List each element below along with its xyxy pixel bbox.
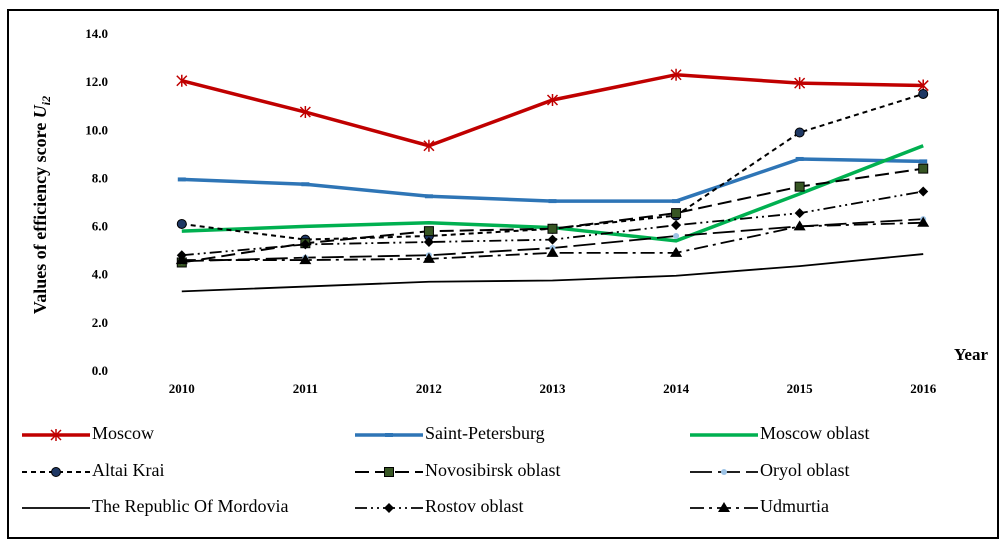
data-point: [794, 127, 805, 138]
data-point: [423, 237, 434, 248]
data-point: [548, 199, 557, 204]
legend-label: Saint-Petersburg: [425, 423, 545, 443]
data-point: [547, 234, 558, 245]
data-point: [299, 106, 311, 119]
data-point: [918, 163, 929, 174]
data-point: [547, 223, 558, 234]
data-point: [177, 177, 186, 182]
data-point: [671, 208, 682, 219]
legend-label: The Republic Of Mordovia: [92, 496, 288, 516]
legend-label: Oryol oblast: [760, 460, 850, 480]
data-point: [176, 218, 187, 229]
data-point: [546, 246, 559, 257]
legend-marker: [718, 502, 730, 512]
legend-label: Udmurtia: [760, 496, 829, 516]
data-point: [670, 246, 683, 257]
y-label-symbol: U: [30, 104, 50, 118]
data-point: [176, 74, 188, 87]
x-tick-label: 2016: [910, 381, 937, 396]
data-point: [672, 199, 681, 204]
y-label-subscript: i2: [39, 96, 53, 105]
legend-label: Novosibirsk oblast: [425, 460, 561, 480]
x-tick-label: 2013: [540, 381, 567, 396]
data-point: [794, 181, 805, 192]
data-point: [422, 252, 435, 263]
y-tick-label: 8.0: [92, 170, 108, 185]
legend-marker: [721, 469, 727, 475]
y-tick-label: 10.0: [85, 122, 108, 137]
legend-marker: [385, 433, 393, 437]
data-point: [671, 220, 682, 231]
data-point: [918, 186, 929, 197]
data-line: [181, 157, 924, 203]
data-line: [181, 72, 924, 148]
data-point: [919, 159, 928, 164]
data-point: [299, 254, 312, 265]
data-line: [181, 253, 924, 293]
data-point: [423, 226, 434, 237]
data-point: [301, 182, 310, 187]
data-point: [673, 232, 680, 239]
data-point: [670, 68, 682, 81]
x-axis-label: Year: [954, 345, 988, 364]
legend-marker: [384, 503, 394, 513]
y-tick-label: 2.0: [92, 315, 108, 330]
data-point: [918, 88, 929, 99]
chart-frame: [7, 9, 999, 539]
y-tick-label: 6.0: [92, 219, 108, 234]
legend-label: Altai Krai: [92, 460, 164, 480]
legend-label: Moscow: [92, 423, 154, 443]
x-tick-label: 2015: [787, 381, 814, 396]
x-tick-label: 2014: [663, 381, 690, 396]
legend-label: Moscow oblast: [760, 423, 870, 443]
legend-marker: [384, 467, 394, 477]
y-tick-label: 12.0: [85, 74, 108, 89]
legend-marker: [51, 467, 61, 477]
data-point: [793, 220, 806, 231]
data-point: [546, 93, 559, 106]
data-point: [300, 239, 311, 250]
data-line: [181, 93, 924, 241]
data-point: [175, 254, 188, 265]
y-axis-label: Values of efficiency score Ui2: [30, 96, 53, 314]
x-tick-label: 2010: [169, 381, 195, 396]
y-tick-label: 14.0: [85, 26, 108, 41]
data-point: [794, 208, 805, 219]
legend-label: Rostov oblast: [425, 496, 524, 516]
legend-marker: [50, 429, 62, 441]
y-tick-label: 0.0: [92, 363, 108, 378]
x-tick-label: 2012: [416, 381, 442, 396]
y-tick-label: 4.0: [92, 267, 108, 282]
data-point: [917, 216, 930, 227]
data-point: [794, 77, 806, 90]
data-point: [424, 194, 433, 199]
data-point: [423, 139, 435, 152]
x-tick-label: 2011: [293, 381, 318, 396]
y-label-text: Values of efficiency score: [30, 123, 50, 314]
data-point: [795, 156, 804, 161]
